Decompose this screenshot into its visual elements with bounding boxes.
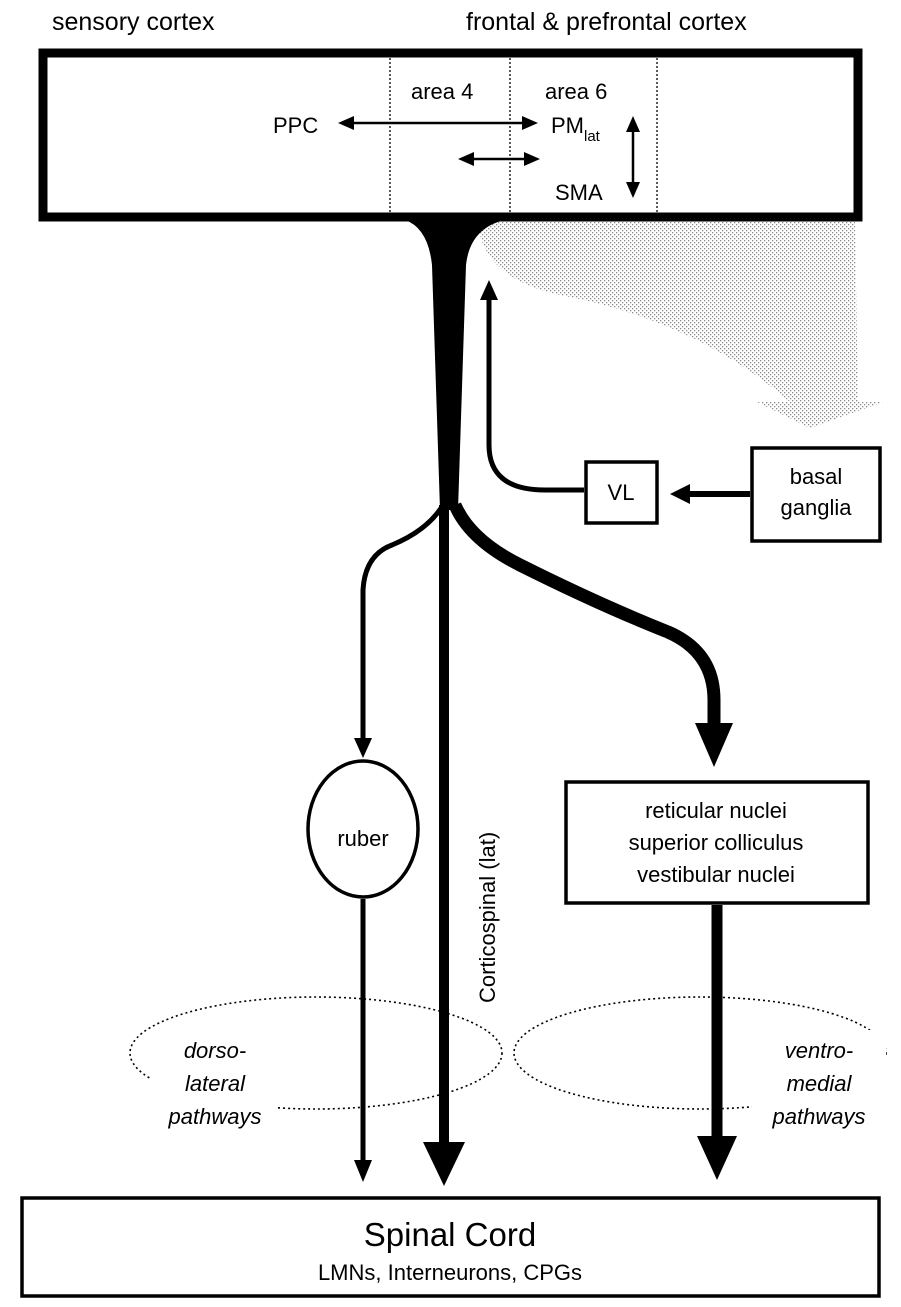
vestibular-nuclei-label: vestibular nuclei	[637, 862, 795, 887]
dorsolateral-label-line3: pathways	[168, 1104, 262, 1129]
reticular-nuclei-label: reticular nuclei	[645, 798, 787, 823]
corticospinal-tract-arrow	[423, 505, 465, 1186]
cortex-box	[38, 48, 863, 222]
basal-ganglia-to-vl-arrow	[670, 484, 750, 504]
ventromedial-label-line2: medial	[787, 1071, 853, 1096]
ppc-pm-arrow	[338, 116, 538, 130]
vl-to-cortex-arrow	[480, 280, 584, 493]
spinal-cord-subtitle: LMNs, Interneurons, CPGs	[318, 1260, 582, 1285]
brainstem-branch-arrow	[449, 502, 733, 767]
dorsolateral-label-line1: dorso-	[184, 1038, 246, 1063]
pm-subscript: lat	[584, 128, 601, 145]
vl-label: VL	[608, 480, 635, 505]
area6-label: area 6	[545, 79, 607, 104]
spinal-cord-title: Spinal Cord	[364, 1216, 536, 1253]
dorsolateral-pathways-ellipse	[129, 996, 503, 1110]
pm-lat-label: PMlat	[551, 113, 601, 145]
ventromedial-tract-arrow	[697, 905, 737, 1180]
vl-box	[584, 460, 659, 525]
sensory-cortex-label: sensory cortex	[52, 8, 215, 36]
dorsolateral-label-line2: lateral	[185, 1071, 246, 1096]
area4-area6-arrow	[458, 152, 540, 166]
sma-label: SMA	[555, 180, 603, 205]
ventromedial-label-backing	[752, 1030, 886, 1138]
ventromedial-label-line1: ventro-	[785, 1038, 853, 1063]
superior-colliculus-label: superior colliculus	[629, 830, 804, 855]
ruber-label: ruber	[337, 826, 388, 851]
brainstem-nuclei-box	[564, 780, 870, 905]
basal-ganglia-loop-stipple	[330, 222, 883, 428]
dorsolateral-label-backing	[150, 1030, 278, 1138]
descending-trunk	[405, 220, 505, 510]
ventromedial-label-line3: pathways	[772, 1104, 866, 1129]
ruber-branch-arrow	[354, 503, 446, 758]
corticospinal-label: Corticospinal (lat)	[475, 832, 500, 1003]
area4-label: area 4	[411, 79, 473, 104]
basal-ganglia-box	[750, 446, 882, 543]
ruber-circle	[306, 759, 420, 899]
pm-label: PM	[551, 113, 584, 138]
basal-ganglia-label-line1: basal	[790, 464, 843, 489]
spinal-cord-box	[20, 1196, 881, 1298]
frontal-prefrontal-cortex-label: frontal & prefrontal cortex	[466, 8, 747, 36]
pm-sma-arrow	[626, 116, 640, 198]
rubrospinal-arrow	[354, 899, 372, 1182]
ppc-label: PPC	[273, 113, 318, 138]
basal-ganglia-label-line2: ganglia	[781, 495, 853, 520]
